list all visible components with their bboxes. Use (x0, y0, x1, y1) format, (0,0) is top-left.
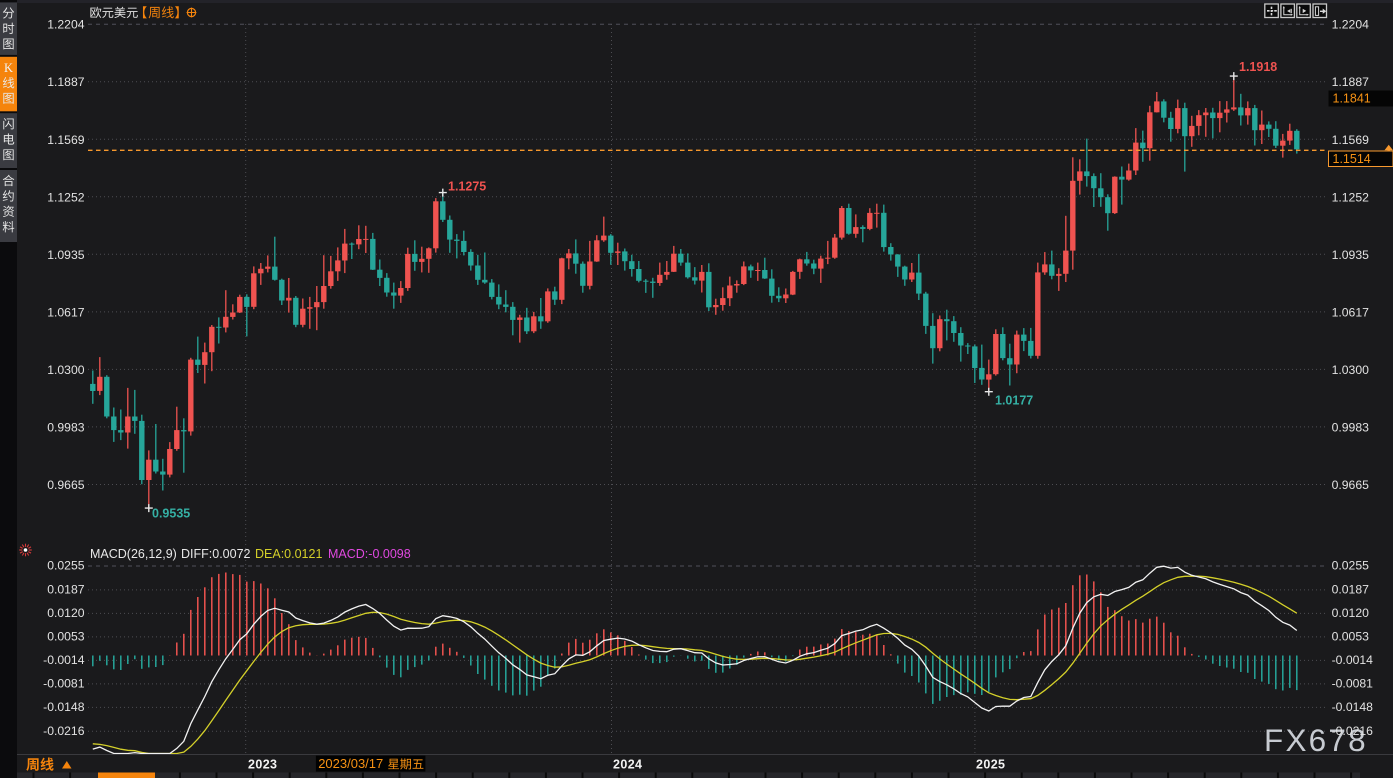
svg-text:1.1569: 1.1569 (1332, 133, 1369, 147)
svg-text:1.1275: 1.1275 (448, 180, 486, 194)
svg-text:MACD:-0.0098: MACD:-0.0098 (328, 547, 411, 561)
svg-text:0.0120: 0.0120 (47, 606, 84, 620)
svg-text:1.2204: 1.2204 (1332, 18, 1369, 32)
svg-text:1.0300: 1.0300 (1332, 363, 1369, 377)
svg-text:K: K (4, 61, 13, 75)
svg-text:0.0120: 0.0120 (1332, 606, 1369, 620)
svg-text:DEA:0.0121: DEA:0.0121 (255, 547, 322, 561)
svg-text:0.0053: 0.0053 (47, 629, 84, 643)
svg-text:-0.0081: -0.0081 (1332, 676, 1374, 690)
svg-text:1.0300: 1.0300 (47, 363, 84, 377)
svg-text:1.0177: 1.0177 (995, 394, 1033, 408)
svg-text:-0.0148: -0.0148 (43, 700, 85, 714)
svg-text:-0.0148: -0.0148 (1332, 700, 1374, 714)
svg-text:1.1569: 1.1569 (47, 133, 84, 147)
svg-text:0.0187: 0.0187 (1332, 582, 1369, 596)
svg-text:1.1514: 1.1514 (1333, 152, 1371, 166)
svg-text:2025: 2025 (976, 758, 1005, 772)
svg-text:2024: 2024 (613, 758, 642, 772)
svg-text:0.9665: 0.9665 (1332, 478, 1369, 492)
svg-text:0.0255: 0.0255 (47, 559, 84, 573)
svg-text:1.1841: 1.1841 (1333, 92, 1371, 106)
svg-text:FX678: FX678 (1264, 722, 1368, 758)
svg-text:-0.0014: -0.0014 (1332, 653, 1374, 667)
svg-text:-0.0216: -0.0216 (1332, 724, 1374, 738)
svg-text:-0.0081: -0.0081 (43, 676, 85, 690)
svg-text:1.0617: 1.0617 (1332, 305, 1369, 319)
svg-text:2023/03/17: 2023/03/17 (318, 756, 383, 771)
svg-text:1.0617: 1.0617 (47, 305, 84, 319)
svg-text:0.9983: 0.9983 (47, 420, 84, 434)
svg-text:2023: 2023 (248, 758, 277, 772)
svg-text:0.0053: 0.0053 (1332, 629, 1369, 643)
svg-text:1.1887: 1.1887 (1332, 75, 1369, 89)
svg-text:DIFF:0.0072: DIFF:0.0072 (181, 547, 251, 561)
svg-text:1.0935: 1.0935 (47, 248, 84, 262)
svg-text:1.1918: 1.1918 (1239, 60, 1277, 74)
svg-text:0.9665: 0.9665 (47, 478, 84, 492)
svg-text:-0.0014: -0.0014 (43, 653, 85, 667)
svg-text:0.0187: 0.0187 (47, 582, 84, 596)
svg-text:-0.0216: -0.0216 (43, 724, 85, 738)
svg-text:1.1252: 1.1252 (47, 190, 84, 204)
svg-text:1.1887: 1.1887 (47, 75, 84, 89)
svg-text:MACD(26,12,9): MACD(26,12,9) (90, 547, 177, 561)
svg-text:0.9535: 0.9535 (152, 507, 190, 521)
svg-text:0.9983: 0.9983 (1332, 420, 1369, 434)
svg-text:1.1252: 1.1252 (1332, 190, 1369, 204)
svg-text:1.2204: 1.2204 (47, 18, 84, 32)
svg-text:0.0255: 0.0255 (1332, 559, 1369, 573)
svg-text:1.0935: 1.0935 (1332, 248, 1369, 262)
